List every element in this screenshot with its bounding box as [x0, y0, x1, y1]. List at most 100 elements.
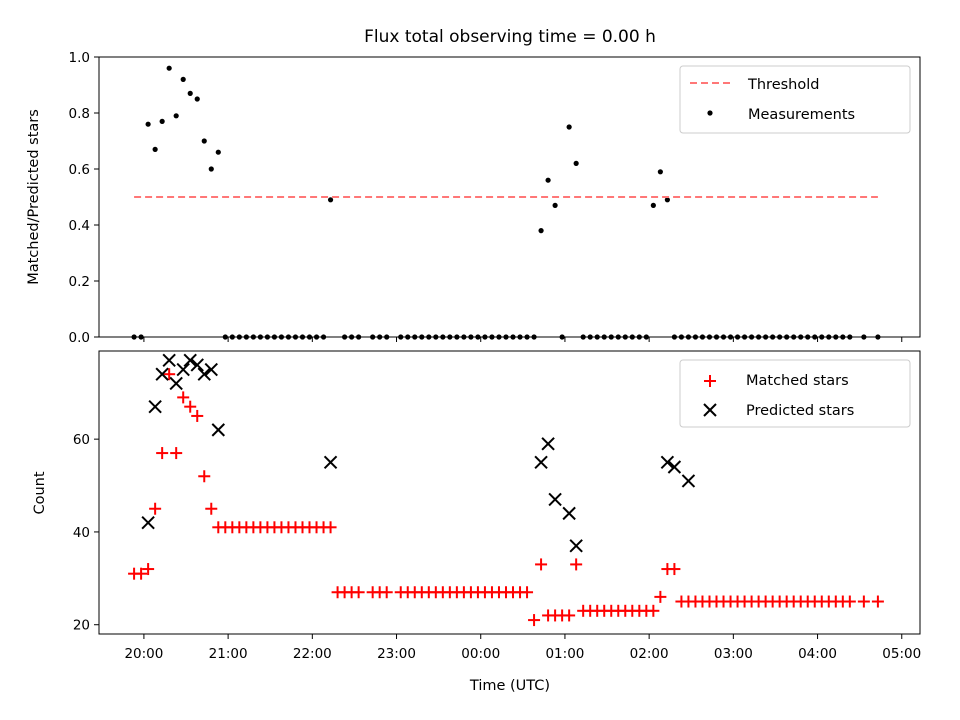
matched-star-point [380, 586, 393, 599]
measurement-point [552, 202, 558, 208]
measurement-point [327, 197, 334, 203]
matched-star-point [170, 447, 183, 460]
top-legend: Threshold Measurements [679, 65, 911, 134]
legend-predicted-label: Predicted stars [746, 403, 854, 419]
measurement-point [166, 65, 172, 71]
matched-star-points [128, 368, 884, 627]
bottom-x-tick-label: 21:00 [209, 646, 248, 662]
x-axis-label: Time (UTC) [469, 678, 550, 694]
matched-star-point [843, 595, 856, 608]
top-y-tick-label: 0.4 [69, 218, 90, 234]
bottom-x-tick-label: 01:00 [545, 646, 584, 662]
matched-star-point [142, 563, 155, 576]
top-plot-frame [98, 56, 921, 338]
bottom-y-tick-label: 40 [73, 525, 90, 541]
legend-matched-label: Matched stars [746, 373, 849, 389]
measurement-point [657, 169, 663, 175]
predicted-star-points [141, 353, 696, 553]
matched-star-point [647, 604, 660, 617]
matched-star-point [871, 595, 884, 608]
bottom-x-tick-label: 20:00 [124, 646, 163, 662]
matched-star-point [857, 595, 870, 608]
bottom-y-ticks: 20 40 60 [73, 432, 99, 634]
predicted-star-point [148, 399, 162, 414]
matched-star-point [570, 558, 583, 571]
bottom-x-tick-label: 04:00 [798, 646, 837, 662]
measurement-point [152, 146, 158, 152]
matched-star-point [177, 391, 190, 404]
top-y-ticks: 0.0 0.2 0.4 0.6 0.8 1.0 [69, 50, 99, 346]
measurement-point [650, 202, 656, 208]
predicted-star-point [667, 460, 682, 474]
predicted-star-point [204, 362, 218, 377]
matched-star-point [198, 470, 211, 483]
measurement-points [131, 65, 881, 340]
predicted-star-point [548, 492, 562, 507]
matched-star-point [156, 447, 169, 460]
bottom-plot-frame [98, 350, 921, 635]
matched-star-point [205, 502, 218, 515]
legend-predicted-swatch [703, 403, 717, 417]
predicted-star-point [541, 437, 555, 451]
legend-measurements-label: Measurements [748, 107, 855, 123]
predicted-star-point [141, 515, 155, 530]
measurement-point [187, 90, 193, 96]
matched-star-point [528, 614, 541, 627]
legend-measurements-swatch [707, 110, 713, 116]
matched-star-point [149, 502, 162, 515]
measurement-point [664, 197, 670, 203]
bottom-legend: Matched stars Predicted stars [679, 359, 911, 428]
measurement-point [194, 96, 200, 102]
measurement-point [159, 118, 165, 124]
bottom-y-tick-label: 60 [73, 432, 90, 448]
predicted-star-point [323, 455, 338, 470]
top-y-tick-label: 0.0 [69, 330, 90, 346]
bottom-legend-box [679, 359, 911, 428]
legend-matched-swatch [704, 375, 716, 387]
measurement-point [215, 149, 221, 155]
ratio-panel: 0.0 0.2 0.4 0.6 0.8 1.0 Matched/Predicted sta… [26, 50, 921, 346]
top-y-tick-label: 0.6 [69, 162, 90, 178]
matched-star-point [521, 586, 534, 599]
chart-title: Flux total observing time = 0.00 h [364, 27, 656, 47]
predicted-star-point [176, 362, 190, 377]
predicted-star-point [197, 367, 211, 381]
predicted-star-point [211, 423, 225, 437]
predicted-star-point [660, 455, 675, 470]
measurement-point [573, 160, 579, 166]
measurement-point [145, 121, 151, 127]
predicted-star-point [534, 455, 548, 470]
measurement-point [538, 228, 544, 234]
count-panel: 20 40 60 20:00 21:00 22:00 23:00 00:00 01:00 02:… [32, 350, 921, 694]
matched-star-point [535, 558, 548, 571]
predicted-star-point [681, 474, 696, 488]
measurement-point [208, 166, 214, 172]
predicted-star-point [562, 506, 576, 521]
top-y-tick-label: 1.0 [69, 50, 90, 66]
legend-threshold-label: Threshold [747, 77, 819, 93]
bottom-x-tick-label: 22:00 [293, 646, 332, 662]
matched-star-point [654, 590, 667, 603]
matched-star-point [324, 521, 337, 534]
matched-star-point [135, 567, 148, 580]
matched-star-point [184, 400, 197, 413]
measurement-point [566, 124, 572, 130]
bottom-x-tick-label: 23:00 [377, 646, 416, 662]
matched-star-point [563, 609, 576, 622]
top-legend-box [679, 65, 911, 134]
measurement-point [545, 177, 551, 183]
top-y-tick-label: 0.8 [69, 106, 90, 122]
predicted-star-point [569, 539, 583, 553]
top-y-tick-label: 0.2 [69, 274, 90, 290]
matched-star-point [163, 368, 176, 381]
bottom-y-tick-label: 20 [73, 618, 90, 634]
predicted-star-point [155, 367, 169, 381]
top-x-ticks [143, 337, 903, 342]
bottom-x-tick-label: 00:00 [461, 646, 500, 662]
top-y-axis-label: Matched/Predicted stars [26, 109, 42, 285]
bottom-x-ticks: 20:00 21:00 22:00 23:00 00:00 01:00 02:00 03:00… [124, 634, 921, 662]
matched-star-point [668, 563, 681, 576]
predicted-star-point [169, 376, 183, 391]
predicted-star-point [190, 358, 204, 372]
